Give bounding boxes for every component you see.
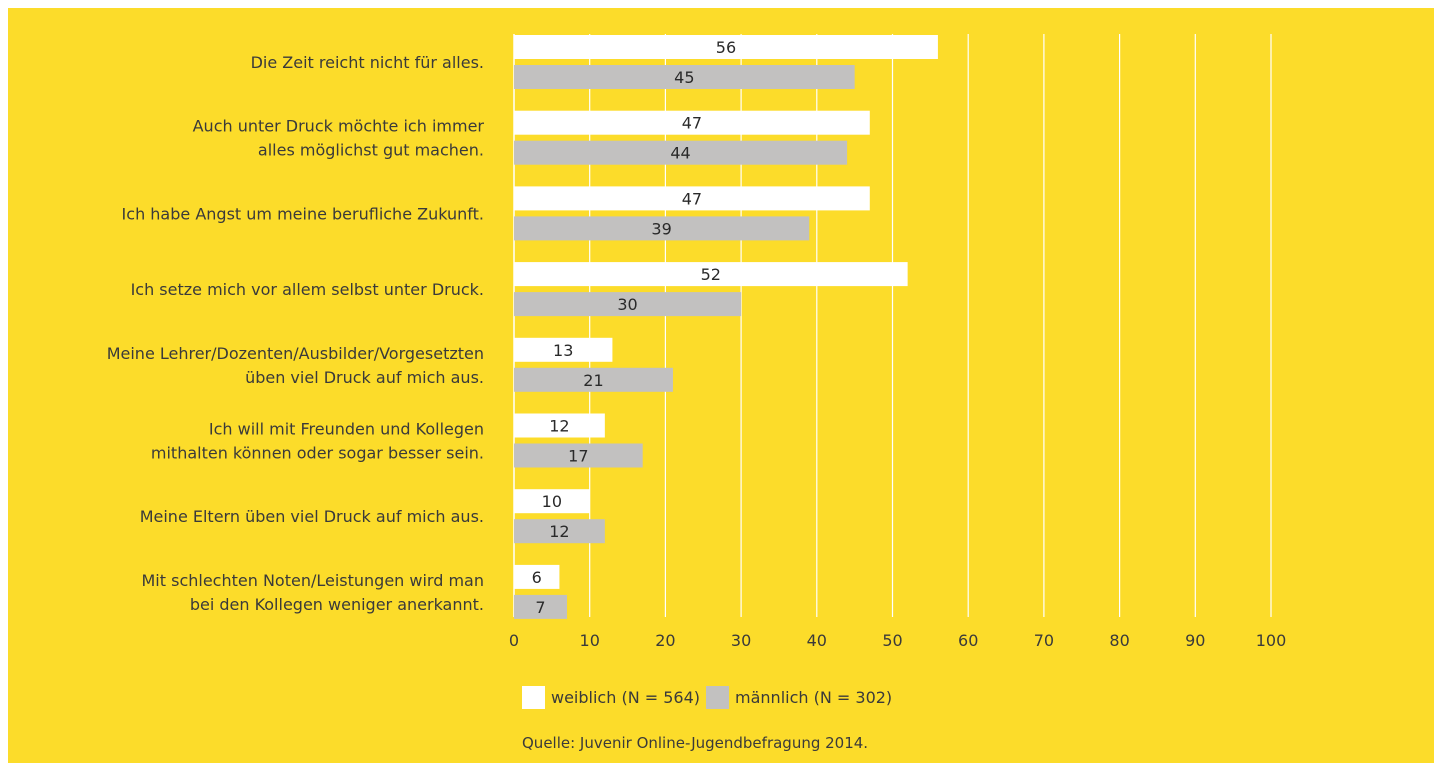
data-label: 47 [682,114,702,133]
legend-label-maennlich: männlich (N = 302) [735,687,893,707]
category-label: bei den Kollegen weniger anerkannt. [190,595,484,614]
chart-panel: 0 10 20 30 40 50 60 70 80 90 100 56 45 Die Zeit reich… [8,8,1434,763]
legend-item-maennlich: männlich (N = 302) [706,685,893,709]
category-label: Ich setze mich vor allem selbst unter Dr… [131,280,484,299]
x-tick-label: 0 [509,631,519,650]
category-label: Ich habe Angst um meine berufliche Zukun… [122,204,484,223]
x-tick-label: 100 [1256,631,1287,650]
x-tick-label: 30 [731,631,751,650]
category-label: alles möglichst gut machen. [258,141,484,160]
data-label: 21 [583,371,603,390]
bar-weiblich [514,489,590,514]
bar-weiblich [514,186,870,211]
bar-maennlich [514,65,855,89]
category-label: mithalten können oder sogar besser sein. [151,444,484,463]
x-tick-label: 60 [958,631,978,650]
bar-chart: 0 10 20 30 40 50 60 70 80 90 100 56 45 Die Zeit reich… [107,34,1287,650]
source-note: Quelle: Juvenir Online-Jugendbefragung 2… [522,734,869,752]
x-tick-label: 50 [882,631,902,650]
category-label: Mit schlechten Noten/Leistungen wird man [142,571,485,590]
category-label: Die Zeit reicht nicht für alles. [251,53,484,72]
category-label: Meine Eltern üben viel Druck auf mich au… [140,507,484,526]
data-label: 7 [535,598,545,617]
category-label: üben viel Druck auf mich aus. [245,368,484,387]
bar-weiblich [514,262,908,287]
data-label: 12 [549,417,569,436]
data-label: 56 [716,38,736,57]
bar-maennlich [514,292,742,317]
x-tick-label: 20 [655,631,675,650]
category-label: Ich will mit Freunden und Kollegen [209,420,484,439]
bar-maennlich [514,519,605,544]
bar-maennlich [514,367,673,392]
data-label: 10 [542,492,562,511]
data-label: 39 [651,219,671,238]
legend-swatch-weiblich [522,685,545,709]
bar-weiblich [514,413,605,438]
bar-weiblich [514,564,560,589]
category-label: Auch unter Druck möchte ich immer [193,117,485,136]
data-label: 13 [553,341,573,360]
data-label: 12 [549,522,569,541]
bar-maennlich [514,216,810,241]
legend-swatch-maennlich [706,685,730,709]
bar-maennlich [514,594,567,619]
data-label: 47 [682,189,702,208]
bar-weiblich [514,337,613,362]
x-tick-label: 10 [580,631,600,650]
bar-maennlich [514,140,848,165]
data-label: 45 [674,68,694,87]
bar-maennlich [514,443,643,468]
data-label: 30 [617,295,637,314]
x-tick-label: 90 [1185,631,1205,650]
bar-weiblich [514,110,870,135]
legend-item-weiblich: weiblich (N = 564) [522,685,701,709]
data-label: 44 [670,144,690,163]
x-tick-label: 80 [1109,631,1129,650]
x-tick-label: 70 [1034,631,1054,650]
x-tick-label: 40 [807,631,827,650]
bar-weiblich [514,35,938,59]
category-label: Meine Lehrer/Dozenten/Ausbilder/Vorgeset… [107,344,484,363]
legend-label-weiblich: weiblich (N = 564) [551,687,701,707]
data-label: 52 [701,265,721,284]
legend: weiblich (N = 564) männlich (N = 302) [522,685,898,709]
data-label: 17 [568,447,588,466]
data-label: 6 [532,568,542,587]
